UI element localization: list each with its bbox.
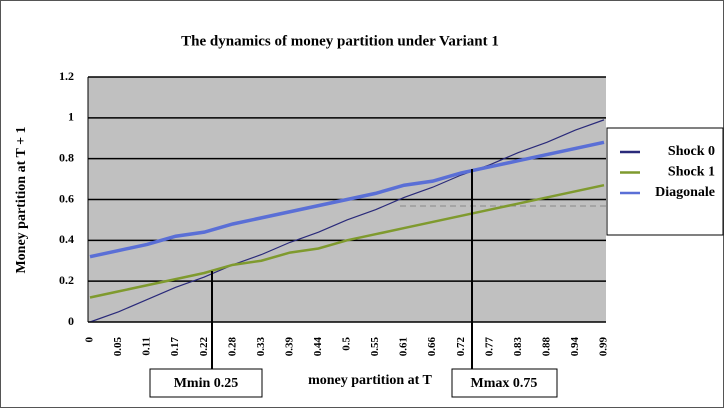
x-tick-label: 0.5: [341, 337, 353, 351]
annotation-box: [451, 368, 558, 398]
x-tick-label: 0.66: [426, 337, 438, 357]
x-tick-label: 0.77: [483, 337, 495, 357]
x-tick-label: 0.83: [512, 337, 524, 357]
x-tick-label: 0.88: [540, 337, 552, 357]
x-tick-label: 0.17: [169, 337, 181, 357]
y-tick-label: 1: [68, 110, 74, 124]
legend: [606, 127, 724, 236]
y-tick-label: 0.8: [59, 150, 74, 164]
chart-title: The dynamics of money partition under Va…: [181, 33, 499, 49]
x-tick-label: 0.72: [455, 337, 467, 357]
legend-label: Diagonale: [655, 185, 715, 200]
x-tick-label: 0.94: [569, 337, 581, 357]
y-tick-label: 0: [68, 314, 74, 328]
y-tick-label: 0.6: [59, 191, 74, 205]
x-tick-label: 0.39: [283, 337, 295, 357]
legend-label: Shock 0: [668, 144, 715, 159]
legend-label: Shock 1: [668, 165, 715, 180]
annotation-box: [149, 368, 263, 398]
series-line: [89, 140, 605, 259]
x-tick-label: 0.28: [226, 337, 238, 357]
x-tick-label: 0.44: [312, 337, 324, 357]
x-tick-label: 0.99: [598, 337, 610, 357]
x-tick-label: 0.05: [112, 337, 124, 357]
x-tick-label: 0.11: [141, 337, 153, 356]
x-tick-label: 0: [84, 337, 96, 343]
y-tick-label: 0.2: [59, 273, 74, 287]
lines: [89, 119, 605, 323]
annotation: Mmin 0.25: [174, 376, 239, 391]
x-tick-label: 0.22: [198, 337, 210, 357]
y-axis-label: Money partition at T + 1: [14, 126, 29, 273]
x-tick-label: 0.61: [398, 337, 410, 356]
x-axis-label: money partition at T: [308, 373, 432, 388]
series-line: [89, 119, 605, 323]
y-tick-label: 0.4: [59, 232, 74, 246]
series-line: [89, 183, 605, 299]
annotation: Mmax 0.75: [471, 376, 538, 391]
y-tick-label: 1.2: [59, 69, 74, 83]
x-tick-label: 0.55: [369, 337, 381, 357]
x-tick-label: 0.33: [255, 337, 267, 357]
